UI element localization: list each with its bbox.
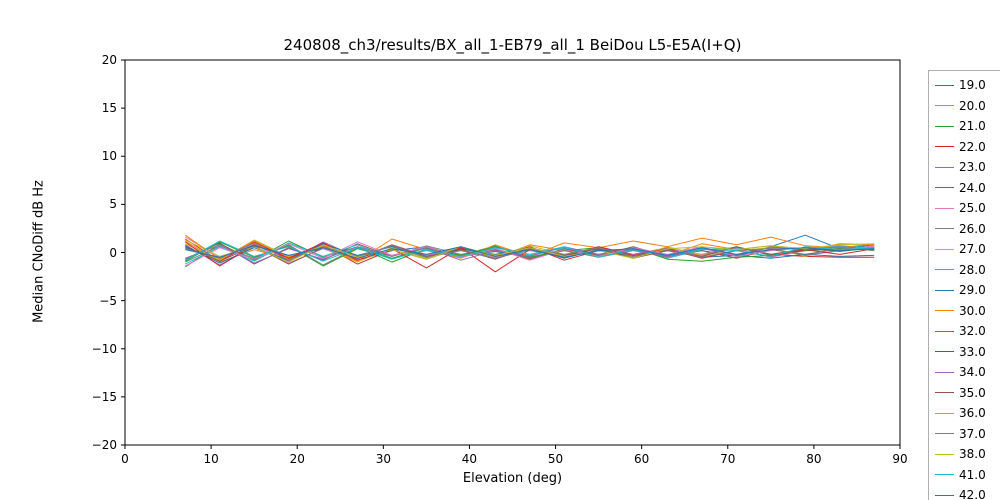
legend-item: 24.0 xyxy=(935,178,1000,199)
legend-item: 32.0 xyxy=(935,321,1000,342)
legend-line-swatch xyxy=(935,228,954,230)
legend-item: 25.0 xyxy=(935,198,1000,219)
legend-item: 41.0 xyxy=(935,465,1000,486)
y-tick-label: 5 xyxy=(109,197,117,212)
legend-line-swatch xyxy=(935,474,954,476)
x-tick-label: 10 xyxy=(203,452,219,466)
legend-line-swatch xyxy=(935,433,954,435)
y-tick-label: 20 xyxy=(101,53,117,67)
legend-label: 21.0 xyxy=(959,119,986,134)
legend-label: 22.0 xyxy=(959,139,986,154)
y-tick-label: 15 xyxy=(101,101,117,116)
chart-title: 240808_ch3/results/BX_all_1-EB79_all_1 B… xyxy=(283,36,742,54)
x-tick-label: 50 xyxy=(547,452,564,466)
x-tick-label: 40 xyxy=(461,452,478,466)
legend-line-swatch xyxy=(935,494,954,496)
legend-line-swatch xyxy=(935,371,954,373)
legend-item: 29.0 xyxy=(935,280,1000,301)
legend-label: 27.0 xyxy=(959,242,986,257)
legend-line-swatch xyxy=(935,412,954,414)
legend-item: 23.0 xyxy=(935,157,1000,178)
legend-item: 42.0 xyxy=(935,485,1000,500)
series-line-36.0 xyxy=(185,241,875,267)
legend-line-swatch xyxy=(935,125,954,127)
legend-line-swatch xyxy=(935,187,954,189)
legend-label: 30.0 xyxy=(959,303,986,318)
legend-item: 30.0 xyxy=(935,301,1000,322)
legend-line-swatch xyxy=(935,351,954,353)
legend-label: 25.0 xyxy=(959,201,986,216)
legend-label: 34.0 xyxy=(959,365,986,380)
legend-label: 23.0 xyxy=(959,160,986,175)
legend-label: 28.0 xyxy=(959,262,986,277)
legend-line-swatch xyxy=(935,146,954,148)
legend-line-swatch xyxy=(935,330,954,332)
legend-label: 29.0 xyxy=(959,283,986,298)
legend-label: 41.0 xyxy=(959,467,986,482)
legend-line-swatch xyxy=(935,166,954,168)
series-line-34.0 xyxy=(185,244,875,264)
legend-item: 28.0 xyxy=(935,260,1000,281)
legend-line-swatch xyxy=(935,453,954,455)
y-tick-label: −15 xyxy=(91,389,117,404)
legend-item: 35.0 xyxy=(935,383,1000,404)
legend: 19.0 20.0 21.0 22.0 23.0 24.0 25.0 26.0 27.0 28.0… xyxy=(928,70,1000,500)
legend-label: 42.0 xyxy=(959,488,986,500)
legend-line-swatch xyxy=(935,310,954,312)
x-axis-label: Elevation (deg) xyxy=(462,471,563,486)
legend-item: 33.0 xyxy=(935,342,1000,363)
series-line-37.0 xyxy=(185,242,875,261)
legend-label: 38.0 xyxy=(959,447,986,462)
legend-item: 20.0 xyxy=(935,96,1000,117)
legend-line-swatch xyxy=(935,248,954,250)
legend-label: 33.0 xyxy=(959,344,986,359)
x-tick-label: 70 xyxy=(720,452,736,466)
legend-label: 19.0 xyxy=(959,78,986,93)
legend-line-swatch xyxy=(935,207,954,209)
y-axis-label: Median CNoDiff dB Hz xyxy=(31,180,47,323)
x-tick-label: 60 xyxy=(634,452,650,466)
y-tick-label: −10 xyxy=(91,341,117,356)
y-tick-label: −20 xyxy=(91,438,117,452)
legend-label: 24.0 xyxy=(959,180,986,195)
legend-label: 26.0 xyxy=(959,221,986,236)
series-line-38.0 xyxy=(185,239,875,263)
legend-item: 37.0 xyxy=(935,424,1000,445)
series-line-42.0 xyxy=(185,245,875,259)
legend-label: 20.0 xyxy=(959,98,986,113)
legend-item: 22.0 xyxy=(935,137,1000,158)
legend-label: 35.0 xyxy=(959,385,986,400)
legend-item: 21.0 xyxy=(935,116,1000,137)
y-tick-label: 10 xyxy=(101,149,117,164)
legend-label: 37.0 xyxy=(959,426,986,441)
legend-item: 19.0 xyxy=(935,75,1000,96)
y-tick-label: 0 xyxy=(109,245,117,260)
legend-item: 27.0 xyxy=(935,239,1000,260)
x-tick-label: 90 xyxy=(892,452,908,466)
legend-line-swatch xyxy=(935,392,954,394)
x-tick-label: 80 xyxy=(806,452,822,466)
x-tick-label: 20 xyxy=(289,452,305,466)
series-line-41.0 xyxy=(185,240,875,262)
y-tick-label: −5 xyxy=(99,293,117,308)
legend-line-swatch xyxy=(935,105,954,107)
legend-line-swatch xyxy=(935,269,954,271)
legend-item: 26.0 xyxy=(935,219,1000,240)
legend-item: 34.0 xyxy=(935,362,1000,383)
x-tick-label: 30 xyxy=(375,452,391,466)
legend-item: 38.0 xyxy=(935,444,1000,465)
legend-label: 32.0 xyxy=(959,324,986,339)
legend-label: 36.0 xyxy=(959,406,986,421)
legend-line-swatch xyxy=(935,289,954,291)
x-tick-label: 0 xyxy=(121,452,129,466)
legend-item: 36.0 xyxy=(935,403,1000,424)
legend-line-swatch xyxy=(935,84,954,86)
